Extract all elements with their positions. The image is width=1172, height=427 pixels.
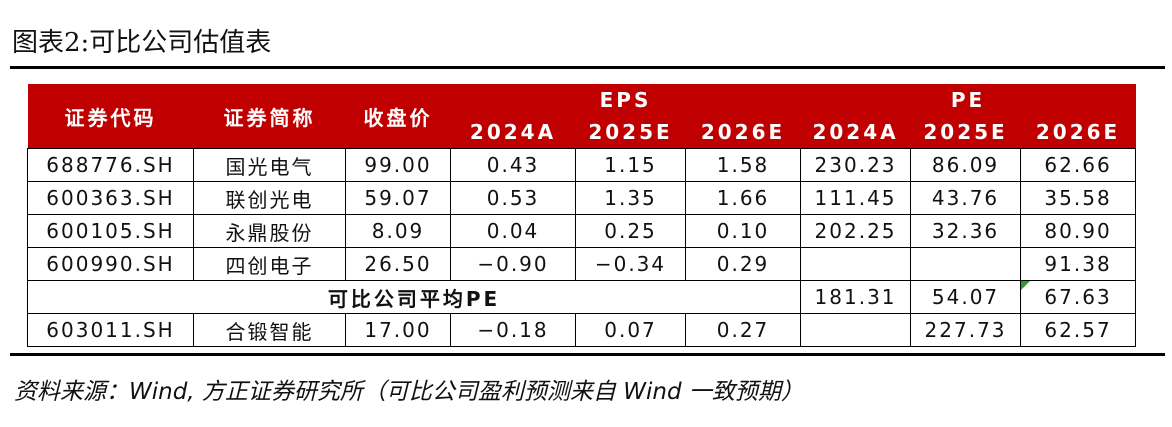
cell: 1.35	[575, 181, 686, 215]
column-header: 证券代码	[27, 84, 194, 149]
cell: 99.00	[345, 148, 451, 182]
year-header: 2025E	[910, 116, 1021, 149]
cell: 181.31	[800, 280, 912, 314]
cell: 0.53	[450, 181, 576, 215]
cell: −0.90	[450, 247, 576, 281]
cell: 0.07	[575, 313, 686, 347]
column-header: 收盘价	[345, 84, 451, 149]
cell: 合锻智能	[193, 313, 346, 347]
cell: 600363.SH	[27, 181, 194, 215]
cell: 67.63	[1020, 280, 1137, 314]
cell: 8.09	[345, 214, 451, 248]
cell: 600105.SH	[27, 214, 194, 248]
data-row: 600363.SH 联创光电 59.07 0.53 1.35 1.66 111.45 43.7…	[27, 181, 1137, 215]
cell: 59.07	[345, 181, 451, 215]
cell: 0.04	[450, 214, 576, 248]
year-header: 2024A	[450, 116, 576, 149]
group-header: EPS	[450, 84, 801, 116]
cell: 0.29	[684, 247, 802, 281]
cell: 62.57	[1020, 313, 1137, 347]
cell: 1.58	[684, 148, 802, 182]
cell: 17.00	[345, 313, 451, 347]
cell: 国光电气	[193, 148, 346, 182]
cell: 1.15	[575, 148, 686, 182]
average-label: 可比公司平均PE	[26, 280, 802, 314]
cell: 54.07	[910, 280, 1022, 314]
cell: −0.34	[575, 247, 686, 281]
cell: 联创光电	[193, 181, 346, 215]
data-row: 600105.SH 永鼎股份 8.09 0.04 0.25 0.10 202.25 32.36…	[27, 214, 1137, 248]
data-row: 603011.SH 合锻智能 17.00 −0.18 0.07 0.27 227.73 62.…	[27, 313, 1137, 347]
year-header: 2026E	[1020, 116, 1136, 149]
cell: 80.90	[1020, 214, 1137, 248]
cell: 600990.SH	[27, 247, 194, 281]
valuation-table: 证券代码 证券简称 收盘价 EPS PE 2024A 2025E 2026E 2024A 2025…	[26, 84, 1137, 347]
cell: 91.38	[1020, 247, 1137, 281]
cell: 1.66	[684, 181, 802, 215]
cell: 86.09	[910, 148, 1022, 182]
title: 图表2:可比公司估值表	[12, 28, 272, 58]
cell: 永鼎股份	[193, 214, 346, 248]
cell	[800, 247, 912, 281]
cell: 688776.SH	[27, 148, 194, 182]
cell: 43.76	[910, 181, 1022, 215]
header-row: 2024A 2025E 2026E 2024A 2025E 2026E	[28, 116, 1136, 149]
cell: 111.45	[800, 181, 912, 215]
group-header: PE	[800, 84, 1136, 116]
cell	[910, 247, 1022, 281]
cell	[800, 313, 912, 347]
column-header: 证券简称	[193, 84, 346, 149]
rule	[10, 66, 1165, 69]
cell: 603011.SH	[27, 313, 194, 347]
cell: 26.50	[345, 247, 451, 281]
comment-flag	[1021, 281, 1031, 290]
year-header: 2025E	[575, 116, 686, 149]
source-note: 资料来源：Wind, 方正证券研究所（可比公司盈利预测来自 Wind 一致预期）	[14, 379, 804, 405]
year-header: 2026E	[685, 116, 801, 149]
cell: 32.36	[910, 214, 1022, 248]
cell: 0.43	[450, 148, 576, 182]
cell: 202.25	[800, 214, 912, 248]
average-row: 可比公司平均PE 181.31 54.07 67.63	[26, 280, 1137, 314]
cell: 227.73	[910, 313, 1022, 347]
cell: −0.18	[450, 313, 576, 347]
cell: 35.58	[1020, 181, 1137, 215]
cell: 230.23	[800, 148, 912, 182]
cell: 0.10	[684, 214, 802, 248]
data-row: 600990.SH 四创电子 26.50 −0.90 −0.34 0.29 91.38	[27, 247, 1137, 281]
cell: 0.25	[575, 214, 686, 248]
header-row: 证券代码 证券简称 收盘价 EPS PE	[27, 84, 1136, 149]
cell: 0.27	[684, 313, 802, 347]
year-header: 2024A	[800, 116, 911, 149]
cell: 62.66	[1020, 148, 1137, 182]
rule	[10, 353, 1165, 356]
data-row: 688776.SH 国光电气 99.00 0.43 1.15 1.58 230.23 86.0…	[27, 148, 1137, 182]
cell: 四创电子	[193, 247, 346, 281]
